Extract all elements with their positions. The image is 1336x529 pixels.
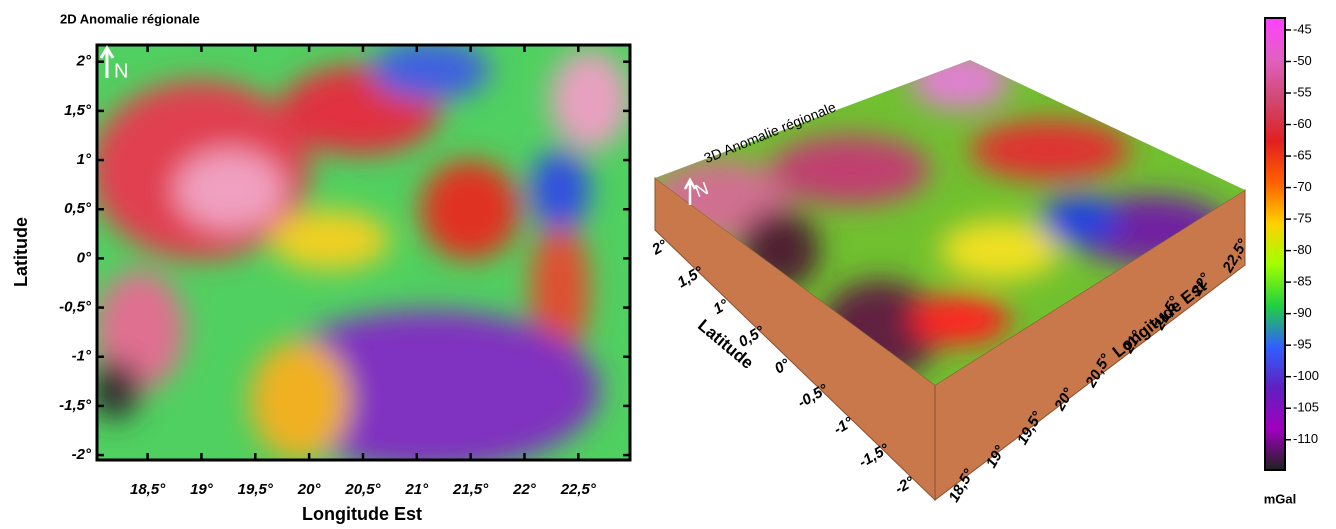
map-2d-field: [97, 45, 630, 460]
y-axis-label: Latitude: [11, 217, 31, 287]
y-tick-label: 1,5°: [64, 102, 92, 119]
x-tick-label: 18,5°: [130, 481, 166, 498]
colorbar-tick-label: -100: [1293, 368, 1319, 383]
north-arrow: [99, 45, 115, 78]
y-tick-label: -1°: [72, 348, 92, 365]
x-tick-label: 19°: [190, 481, 214, 498]
x-tick-label: 20,5°: [344, 481, 381, 498]
colorbar-tick-label: -55: [1293, 84, 1312, 99]
colorbar-tick-label: -105: [1293, 400, 1319, 415]
colorbar: [1264, 17, 1286, 471]
x-axis-label: Longitude Est: [302, 504, 422, 524]
x-tick-label: 21,5°: [452, 481, 489, 498]
north-label: N: [114, 60, 128, 82]
colorbar-tick-label: -95: [1293, 337, 1312, 352]
colorbar-tick-label: -65: [1293, 147, 1312, 162]
y-tick-label: -1,5°: [59, 397, 92, 414]
colorbar-unit: mGal: [1264, 491, 1297, 506]
colorbar-tick-label: -85: [1293, 274, 1312, 289]
x-tick-label: 22,5°: [560, 481, 597, 498]
colorbar-tick-label: -80: [1293, 242, 1312, 257]
colorbar-tick-label: -90: [1293, 305, 1312, 320]
colorbar-tick-label: -60: [1293, 116, 1312, 131]
colorbar-tick-label: -70: [1293, 179, 1312, 194]
x-tick-label: 22°: [512, 481, 537, 498]
map-title: 2D Anomalie régionale: [60, 11, 200, 26]
y-tick-label: -2°: [72, 446, 92, 463]
y-tick-label: 2°: [76, 53, 92, 70]
y-tick-label: 1°: [77, 151, 92, 168]
colorbar-tick-label: -110: [1293, 431, 1318, 446]
y-tick-label: -0,5°: [59, 299, 92, 316]
north-label: N: [692, 178, 711, 201]
x-tick-label: 21°: [404, 481, 429, 498]
colorbar-tick-label: -50: [1293, 53, 1312, 68]
colorbar-tick-label: -75: [1293, 211, 1312, 226]
y-tick-label: 0,5°: [64, 200, 92, 217]
x-tick-label: 20°: [297, 481, 322, 498]
colorbar-tick-label: -45: [1293, 21, 1312, 36]
x-tick-label: 19,5°: [238, 481, 274, 498]
north-arrow: [683, 177, 697, 205]
y-tick-label: 0°: [77, 249, 92, 266]
